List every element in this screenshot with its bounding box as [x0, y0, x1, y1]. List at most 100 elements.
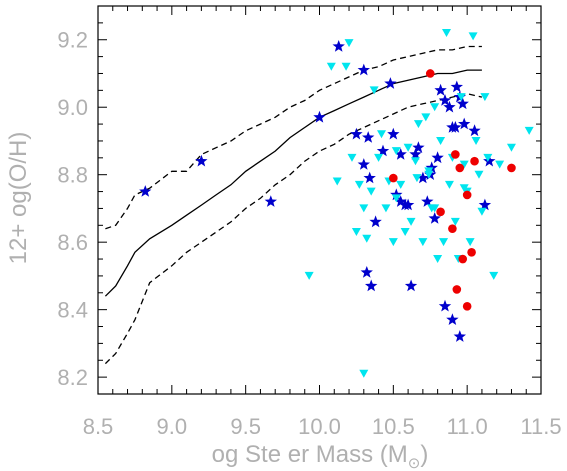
star-point — [438, 299, 452, 312]
star-point — [409, 148, 422, 160]
star-point — [394, 195, 407, 207]
triangle-point — [332, 177, 342, 186]
median-line — [104, 69, 482, 297]
star-point — [483, 154, 496, 167]
star-point — [468, 124, 481, 137]
triangle-point — [459, 160, 469, 169]
circle-point — [462, 190, 472, 200]
dashed-envelope-line — [104, 93, 483, 365]
triangle-point — [347, 153, 357, 162]
circle-point — [452, 285, 462, 294]
triangle-point — [506, 143, 516, 152]
star-point — [449, 121, 462, 133]
star-point — [362, 131, 375, 143]
triangle-point — [483, 153, 493, 162]
data-points — [139, 28, 534, 378]
star-point — [421, 195, 434, 207]
circle-point — [448, 224, 457, 233]
triangle-point — [326, 62, 336, 71]
circle-point — [467, 247, 476, 257]
triangle-point — [351, 228, 361, 237]
star-point — [453, 330, 466, 342]
x-tick-label: 9.5 — [230, 414, 261, 439]
star-point — [264, 195, 277, 207]
triangle-point — [444, 180, 454, 189]
star-point — [387, 127, 400, 140]
star-point — [369, 215, 382, 228]
triangle-point — [366, 187, 376, 196]
star-point — [313, 110, 326, 123]
star-point — [357, 158, 370, 170]
star-point — [425, 161, 438, 174]
star-point — [428, 212, 441, 224]
triangle-point — [359, 369, 369, 378]
star-point — [376, 144, 390, 157]
x-tick-label: 11.5 — [520, 414, 561, 439]
triangle-point — [474, 170, 484, 179]
star-point — [139, 185, 152, 197]
y-tick-label: 8.6 — [57, 230, 88, 255]
triangle-point — [433, 255, 443, 264]
triangle-point — [377, 130, 387, 139]
dashed-envelope-line — [105, 45, 482, 230]
star-point — [394, 148, 407, 160]
triangle-point — [400, 228, 410, 237]
triangle-point — [388, 238, 398, 247]
triangle-point — [369, 86, 379, 95]
triangle-point — [465, 238, 475, 247]
star-point — [357, 63, 370, 76]
triangle-point — [362, 234, 372, 243]
triangle-point — [489, 271, 499, 280]
circle-point — [462, 301, 472, 311]
triangle-point — [412, 174, 422, 183]
triangle-point — [354, 180, 364, 189]
y-tick-label: 8.2 — [57, 365, 88, 390]
star-point — [478, 198, 492, 211]
star-point — [416, 171, 429, 184]
star-point — [404, 279, 418, 292]
x-tick-label: 10.0 — [298, 414, 341, 439]
star-point — [195, 154, 208, 167]
circle-point — [455, 163, 465, 173]
triangle-point — [341, 62, 351, 71]
triangle-point — [396, 180, 406, 189]
triangle-point — [480, 93, 490, 102]
star-point — [350, 127, 363, 140]
star-point — [390, 188, 403, 201]
star-point — [401, 198, 415, 211]
triangle-point — [477, 207, 487, 216]
triangle-point — [441, 28, 451, 37]
triangle-point — [374, 153, 384, 162]
triangle-point — [459, 184, 469, 193]
circle-point — [458, 254, 468, 264]
triangle-point — [439, 238, 449, 247]
y-tick-label: 9.2 — [57, 28, 88, 53]
triangle-point — [524, 126, 534, 135]
triangle-point — [391, 194, 401, 203]
triangle-point — [450, 217, 460, 226]
triangle-point — [403, 143, 413, 152]
circle-point — [507, 163, 516, 173]
x-tick-label: 9.0 — [157, 414, 188, 439]
y-tick-label: 8.8 — [57, 163, 88, 188]
triangle-point — [456, 93, 466, 102]
x-tick-label: 11.0 — [447, 414, 488, 439]
triangle-point — [424, 167, 434, 176]
circle-point — [470, 156, 479, 166]
plot-frame — [97, 5, 542, 395]
x-axis-label: og Ste er Mass (M⊙) — [212, 441, 429, 471]
star-point — [412, 141, 425, 153]
star-point — [384, 77, 397, 89]
star-point — [434, 83, 447, 96]
star-point — [458, 117, 471, 130]
triangle-point — [430, 204, 440, 213]
triangle-point — [430, 103, 440, 112]
y-tick-label: 9.0 — [57, 95, 88, 120]
triangle-point — [495, 160, 505, 169]
triangle-point — [344, 39, 354, 48]
star-point — [456, 97, 469, 110]
y-axis-ticks: 8.2 8.4 8.6 8.8 9.0 9.2 — [57, 5, 541, 390]
y-axis-label: 12+ og(O/H) — [5, 132, 32, 265]
star-point — [365, 279, 378, 292]
